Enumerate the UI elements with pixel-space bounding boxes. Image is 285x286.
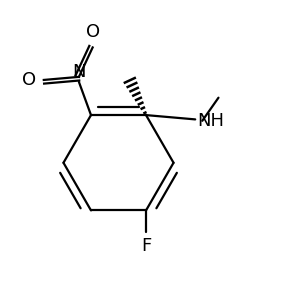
- Text: N: N: [72, 63, 86, 81]
- Text: O: O: [86, 23, 100, 41]
- Text: F: F: [141, 237, 151, 255]
- Text: NH: NH: [198, 112, 225, 130]
- Text: O: O: [22, 71, 36, 89]
